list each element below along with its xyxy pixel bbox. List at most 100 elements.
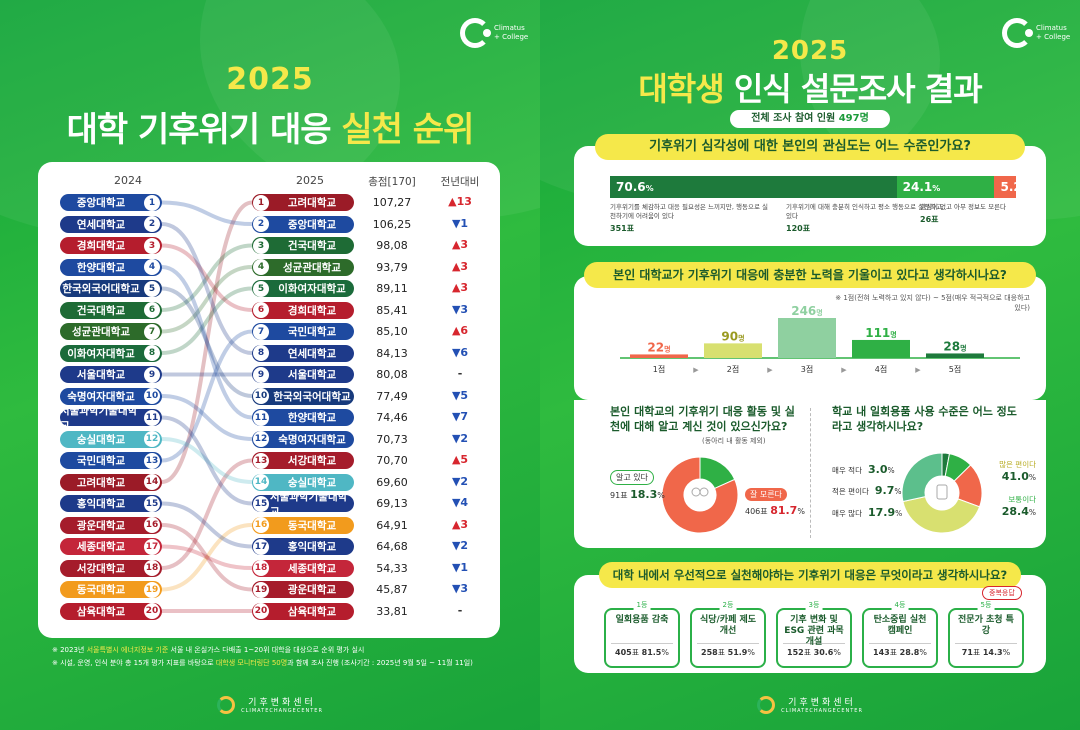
rank-change: ▲5 <box>451 453 469 466</box>
rank-link-line <box>161 265 253 420</box>
rank-2025-row-name: 한국외국어대학교 <box>273 390 351 403</box>
q1-pct: 5.2 <box>1000 180 1015 194</box>
footnote-1-highlight: 서울특별시 에너지정보 기준 <box>86 646 169 654</box>
rank-link-line <box>161 329 253 463</box>
q5-count: 143 <box>873 648 890 657</box>
rank-2024-row: 세종대학교 17 <box>60 538 162 555</box>
rank-change-lines <box>161 200 253 614</box>
rank-link-line <box>161 286 253 398</box>
rank-2025-row-name: 서울과학기술대학교 <box>270 490 348 518</box>
q4-legend-item: 매우 많다 17.9% <box>832 506 902 519</box>
climate-center-icon <box>757 695 776 714</box>
rank-link-line <box>161 394 253 441</box>
survey-panel: Climatus + College 2025 대학생 인식 설문조사 결과 전체… <box>540 0 1080 730</box>
rank-change: ▼1 <box>451 216 469 230</box>
footnote-2-text: ※ 시설, 운영, 인식 분야 총 15개 평가 지표를 바탕으로 <box>52 659 216 667</box>
rank-2024-row-rank: 10 <box>144 388 160 404</box>
score-value: 33,81 <box>376 604 408 618</box>
score-value: 70,73 <box>376 432 408 446</box>
q1-count-unit: 표 <box>931 215 939 224</box>
footnote-2-text: 과 함께 조사 진행 (조사기간 : 2025년 9월 5일 ~ 11월 11일… <box>287 659 473 667</box>
rank-change: ▼1 <box>451 560 469 574</box>
q4-pct-unit: % <box>894 487 902 496</box>
q4-donut-chart <box>901 452 983 534</box>
col-header-score: 총점[170] <box>368 176 416 188</box>
score-value: 85,10 <box>376 325 408 338</box>
q2-bar-label: 4점 <box>875 364 887 374</box>
rank-2025-row: 동국대학교 16 <box>252 516 354 534</box>
col-header-2025: 2025 <box>296 174 324 187</box>
rank-2025-row: 이화여자대학교 5 <box>252 280 354 297</box>
q1-desc-text: 기후위기에 대해 충분히 인식하고 평소 행동으로 실천하고 있다 <box>786 203 942 220</box>
logo-line2: College <box>502 33 529 41</box>
rank-2024-row-rank: 11 <box>144 409 160 426</box>
footnote-1-text: ※ 2023년 <box>52 646 87 654</box>
footnote-2-highlight: 대학생 모니터링단 50명 <box>215 659 288 667</box>
logo-line2: College <box>1044 33 1071 41</box>
q5-item-name: 전문가 초청 특강 <box>958 615 1014 636</box>
rank-2024-row: 서강대학교 18 <box>60 559 162 577</box>
rank-change: ▼5 <box>451 388 469 402</box>
arrow-icon: ▶ <box>767 366 773 374</box>
q3-question: 본인 대학교의 기후위기 대응 활동 및 실천에 대해 알고 계신 것이 있으신… <box>610 405 795 433</box>
rank-2024-row-rank: 7 <box>144 323 160 340</box>
q1-segment: 5.2% <box>994 176 1016 198</box>
rank-link-line <box>161 544 253 570</box>
rank-link-line <box>161 222 253 355</box>
donut-slice <box>661 456 739 534</box>
q5-pct: 14.3 <box>982 648 1003 657</box>
q5-item-stats: 152표 30.6% <box>783 643 845 658</box>
q2-bar-label: 1점 <box>653 364 665 374</box>
q1-pct-unit: % <box>932 184 941 193</box>
rank-2024-row-name: 홍익대학교 <box>76 498 126 510</box>
q3-legend-known: 알고 있다 91표 18.3% <box>610 470 665 501</box>
q5-item-stats: 143표 28.8% <box>869 643 931 658</box>
score-value: 98,08 <box>376 239 408 252</box>
rank-2025-row-rank: 4 <box>253 259 269 275</box>
rank-2024-row: 서울과학기술대학교 11 <box>60 405 162 432</box>
q3-legend-unknown: 잘 모른다 406표 81.7% <box>745 488 805 517</box>
rank-change: ▲13 <box>448 195 472 208</box>
q1-count-unit: 표 <box>802 224 811 233</box>
q4-pct-unit: % <box>1028 508 1036 517</box>
q2-bar <box>852 339 910 358</box>
rank-change: - <box>457 603 463 617</box>
rank-2025-row-rank: 8 <box>253 345 269 361</box>
rank-change: ▼4 <box>451 496 469 509</box>
rank-2024-row-name: 한국외국어대학교 <box>62 283 140 295</box>
climatus-logo: Climatus + College <box>460 18 528 48</box>
q1-segment: 24.1% <box>896 176 995 198</box>
q2-note: ※ 1점(전혀 노력하고 있지 않다) ~ 5점(매우 적극적으로 대응하고 있… <box>835 294 1030 312</box>
arrow-icon: ▶ <box>693 366 699 374</box>
rank-2024-row: 건국대학교 6 <box>60 301 162 319</box>
climate-center-icon <box>217 695 236 714</box>
rank-2024-row-rank: 6 <box>144 302 160 318</box>
rank-2025-row-name: 홍익대학교 <box>287 541 337 553</box>
rank-2025-row: 세종대학교 18 <box>252 559 354 577</box>
q5-pct-unit: % <box>919 648 927 657</box>
title-highlight: 대학생 <box>638 70 724 108</box>
rank-2025-row: 연세대학교 8 <box>252 344 354 362</box>
rank-change: ▲6 <box>451 324 469 337</box>
q5-rank-item: 3등 기후 변화 및 ESG 관련 과목 개설 152표 30.6% <box>776 600 852 668</box>
q1-pct: 70.6 <box>616 180 646 194</box>
rank-2024-row: 광운대학교 16 <box>60 516 162 534</box>
rank-2025-row-name: 연세대학교 <box>287 347 337 360</box>
rank-2024-row-name: 광운대학교 <box>76 519 126 532</box>
q2-question: 본인 대학교가 기후위기 대응에 충분한 노력을 기울이고 있다고 생각하시나요… <box>584 262 1036 288</box>
q5-pct-unit: % <box>747 648 755 657</box>
rank-2025-row: 광운대학교 19 <box>252 581 354 598</box>
q2-bar-value: 246명 <box>791 304 823 318</box>
q3-donut-chart <box>661 456 739 534</box>
q5-pct: 30.6 <box>813 648 834 657</box>
q1-segment: 70.6% <box>610 176 897 198</box>
rank-2025-row: 중앙대학교 2 <box>252 215 354 233</box>
q4-legend-item: 많은 편이다 41.0% <box>992 459 1036 483</box>
q5-rank-no: 5등 <box>977 600 995 610</box>
logo-line1: Climatus <box>494 24 525 32</box>
rank-change: ▲3 <box>451 259 469 273</box>
logo-line1: Climatus <box>1036 24 1067 32</box>
rank-change: ▼3 <box>451 582 469 595</box>
score-value: 77,49 <box>376 389 408 403</box>
q2-unit: 명 <box>664 344 670 353</box>
